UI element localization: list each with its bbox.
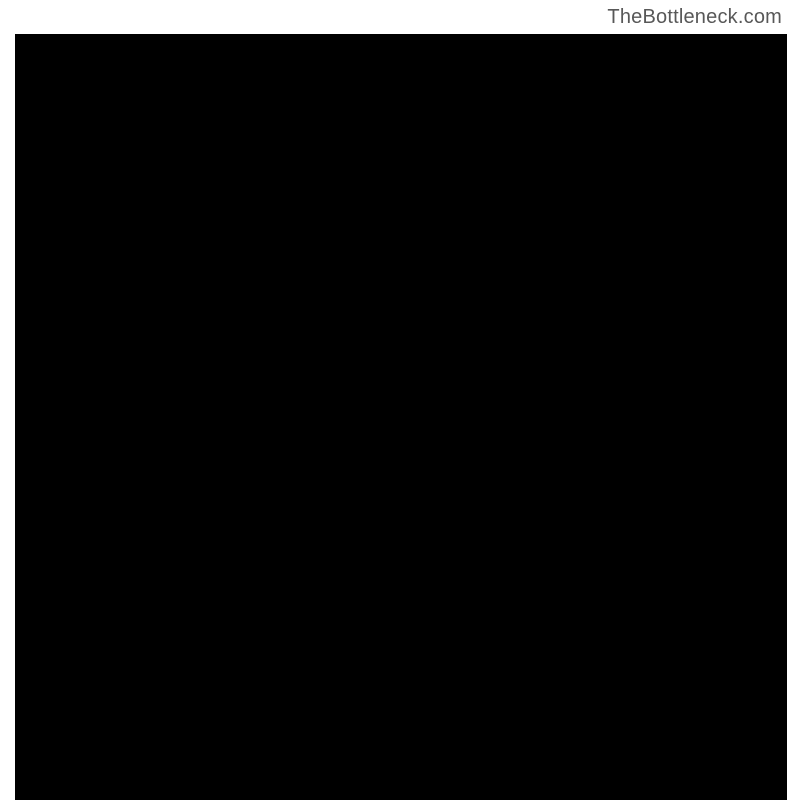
chart-container: TheBottleneck.com	[0, 0, 800, 800]
outer-black-frame	[15, 34, 787, 800]
heatmap-canvas	[47, 63, 757, 773]
watermark-text: TheBottleneck.com	[607, 6, 782, 29]
crosshair-vertical	[318, 63, 319, 773]
crosshair-horizontal	[47, 324, 757, 325]
plot-area	[47, 63, 757, 773]
